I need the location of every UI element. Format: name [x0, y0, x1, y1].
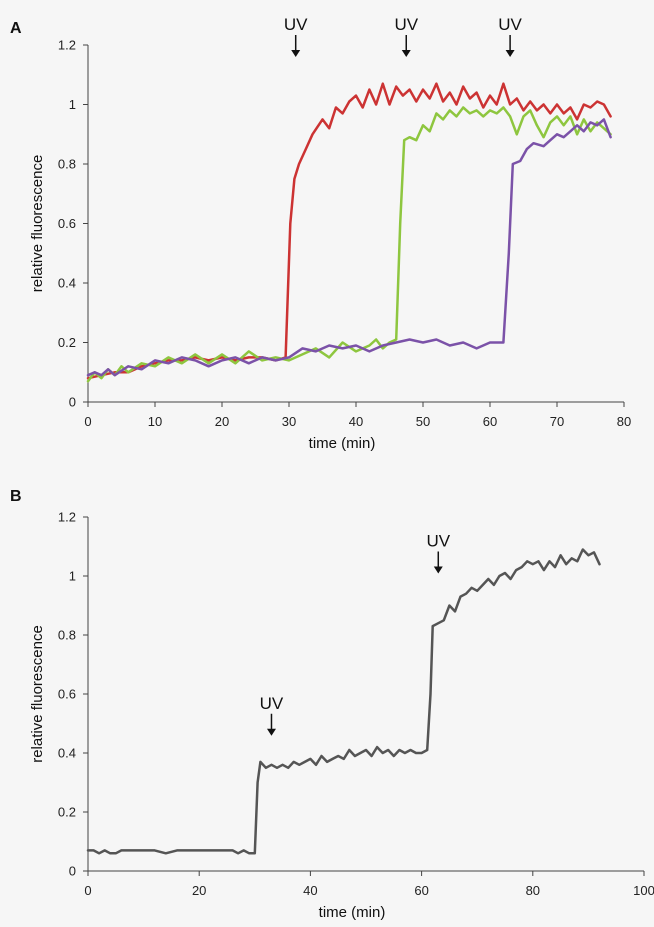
- uv-annotation-label: UV: [426, 532, 450, 551]
- x-tick-label: 10: [148, 414, 162, 429]
- y-tick-label: 0: [69, 864, 76, 879]
- x-tick-label: 100: [633, 883, 654, 898]
- x-axis-title: time (min): [319, 904, 386, 921]
- series-line-2: [86, 106, 612, 383]
- x-tick-label: 70: [550, 414, 564, 429]
- y-tick-label: 1: [69, 97, 76, 112]
- y-tick-label: 0.6: [58, 216, 76, 231]
- y-tick-label: 0.4: [58, 276, 76, 291]
- uv-arrow-head-icon: [505, 50, 515, 57]
- uv-annotation-label: UV: [394, 15, 418, 34]
- uv-arrow-head-icon: [401, 50, 411, 57]
- y-tick-label: 0.2: [58, 335, 76, 350]
- x-tick-label: 80: [617, 414, 631, 429]
- x-tick-label: 30: [282, 414, 296, 429]
- series-line-1: [86, 82, 612, 380]
- chart-a: A 0 0.2 0.4 0.6 0.8 1 1.2 0 10 20 30 40 50 60 70 80 time …: [10, 15, 631, 452]
- uv-annotation-label: UV: [284, 15, 308, 34]
- uv-arrow-head-icon: [291, 50, 301, 57]
- x-tick-label: 20: [192, 883, 206, 898]
- uv-arrow-head-icon: [433, 566, 443, 574]
- x-tick-label: 40: [303, 883, 317, 898]
- y-tick-label: 1: [69, 569, 76, 584]
- y-tick-label: 0.4: [58, 746, 76, 761]
- x-tick-label: 50: [416, 414, 430, 429]
- x-tick-label: 40: [349, 414, 363, 429]
- series-line-1: [86, 548, 601, 855]
- x-tick-label: 0: [84, 414, 91, 429]
- y-axis-title: relative fluorescence: [29, 155, 46, 293]
- y-tick-label: 0.6: [58, 687, 76, 702]
- x-tick-label: 60: [414, 883, 428, 898]
- panel-label: B: [10, 488, 22, 505]
- y-tick-label: 0.2: [58, 805, 76, 820]
- y-tick-label: 1.2: [58, 38, 76, 53]
- y-axis-title: relative fluorescence: [29, 625, 46, 763]
- y-tick-label: 0.8: [58, 628, 76, 643]
- y-tick-label: 0.8: [58, 157, 76, 172]
- x-tick-label: 0: [84, 883, 91, 898]
- chart-b: B 0 0.2 0.4 0.6 0.8 1 1.2 0 20 40 60 80 100 time (min)…: [10, 488, 654, 921]
- x-axis-title: time (min): [309, 435, 376, 452]
- series-line-3: [86, 118, 612, 377]
- y-tick-label: 0: [69, 395, 76, 410]
- uv-arrow-head-icon: [266, 728, 276, 736]
- x-tick-label: 80: [526, 883, 540, 898]
- uv-annotation-label: UV: [260, 694, 284, 713]
- uv-annotation-label: UV: [498, 15, 522, 34]
- x-tick-label: 20: [215, 414, 229, 429]
- x-tick-label: 60: [483, 414, 497, 429]
- panel-label: A: [10, 20, 22, 37]
- y-tick-label: 1.2: [58, 510, 76, 525]
